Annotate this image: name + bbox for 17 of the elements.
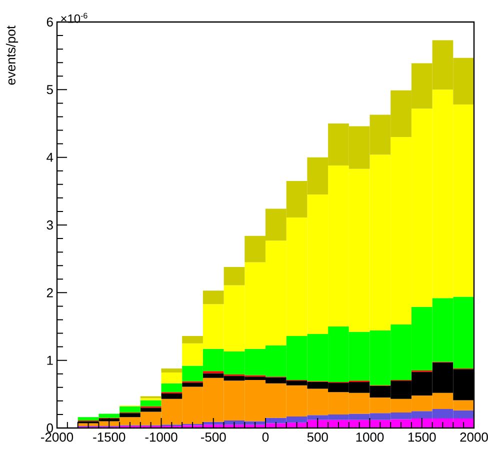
y-tick-label: 4 — [46, 152, 54, 162]
x-tick-label: 2000 — [460, 432, 488, 442]
x-tick-label: 1500 — [408, 432, 436, 442]
y-tick-label: 1 — [47, 356, 53, 365]
y-tick-label: 0 — [46, 423, 53, 433]
y-tick-label: 6 — [46, 17, 53, 27]
x-tick-label: -500 — [200, 432, 226, 442]
x-tick-label: -2000 — [41, 432, 74, 442]
x-tick-label: 0 — [262, 432, 269, 442]
y-axis-title: events/pot — [6, 26, 18, 85]
y-tick-label: 3 — [46, 220, 53, 230]
y-tick-label: 5 — [46, 85, 53, 94]
x-tick-label: 1000 — [356, 432, 384, 442]
x-tick-label: -1000 — [145, 432, 178, 442]
y-tick-label: 2 — [46, 288, 53, 298]
x-tick-label: -1500 — [93, 432, 126, 442]
x-tick-label: 500 — [307, 432, 328, 442]
